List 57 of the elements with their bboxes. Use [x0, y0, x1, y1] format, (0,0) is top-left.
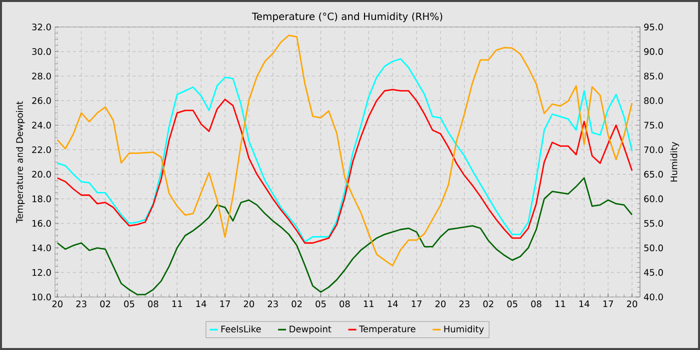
y-tick-label: 16.0	[32, 220, 51, 227]
y2-tick-label: 50.0	[644, 244, 663, 252]
x-tick-label: 20	[52, 300, 63, 308]
y2-tick-label: 60.0	[644, 195, 663, 202]
x-tick-label: 08	[340, 300, 350, 308]
y-tick-label: 18.0	[32, 195, 51, 202]
y-tick-label: 32.0	[32, 24, 51, 30]
line-series	[56, 34, 633, 266]
y-tick-label: 24.0	[32, 122, 51, 129]
y2-tick-label: 55.0	[644, 220, 663, 227]
x-tick-label: 05	[507, 300, 518, 308]
x-tick-label: 23	[76, 300, 86, 308]
x-tick-label: 02	[100, 300, 110, 308]
y2-tick-label: 90.0	[644, 48, 663, 55]
x-tick-label: 14	[388, 300, 398, 308]
x-tick-label: 11	[172, 300, 182, 308]
legend-label: Dewpoint	[290, 325, 332, 334]
x-tick-label: 05	[316, 300, 326, 308]
x-tick-label: 11	[555, 300, 566, 308]
x-tick-label: 23	[268, 300, 278, 308]
y-tick-label: 30.0	[32, 48, 51, 55]
x-tick-label: 17	[603, 300, 614, 308]
x-tick-label: 02	[483, 300, 494, 308]
legend-label: Humidity	[444, 325, 484, 334]
legend-label: FeelsLike	[221, 325, 261, 332]
x-tick-label: 14	[579, 300, 590, 308]
x-tick-label: 20	[626, 300, 638, 308]
x-tick-label: 20	[435, 300, 446, 308]
x-tick-label: 05	[124, 300, 134, 308]
x-tick-label: 23	[459, 300, 470, 308]
y-tick-label: 20.0	[32, 170, 51, 178]
x-tick-label: 17	[220, 300, 230, 308]
y-tick-label: 28.0	[32, 72, 51, 80]
y2-tick-label: 85.0	[644, 72, 663, 80]
x-tick-label: 08	[531, 300, 542, 308]
y2-axis-title: Humidity	[670, 142, 680, 182]
y-tick-label: 14.0	[32, 244, 51, 252]
x-tick-label: 17	[412, 300, 422, 308]
y-tick-label: 12.0	[32, 269, 51, 276]
y2-tick-label: 70.0	[644, 146, 663, 154]
x-tick-label: 14	[196, 300, 206, 308]
x-tick-label: 20	[244, 300, 254, 308]
y2-tick-label: 65.0	[644, 170, 663, 178]
x-tick-label: 08	[148, 300, 158, 308]
y2-tick-label: 95.0	[644, 24, 663, 30]
chart-title: Temperature (°C) and Humidity (RH%)	[252, 12, 442, 22]
y-tick-label: 22.0	[32, 146, 51, 154]
y2-tick-label: 80.0	[644, 97, 663, 104]
y2-tick-label: 45.0	[644, 269, 663, 276]
y-axis-title: Temperature and Dewpoint	[16, 101, 25, 224]
x-tick-label: 02	[292, 300, 302, 308]
y2-tick-label: 40.0	[644, 294, 663, 300]
legend-label: Temperature	[359, 326, 416, 334]
y-tick-label: 26.0	[32, 97, 51, 104]
y-tick-label: 10.0	[32, 294, 51, 300]
y2-tick-label: 75.0	[644, 122, 663, 129]
x-tick-label: 11	[364, 300, 374, 308]
